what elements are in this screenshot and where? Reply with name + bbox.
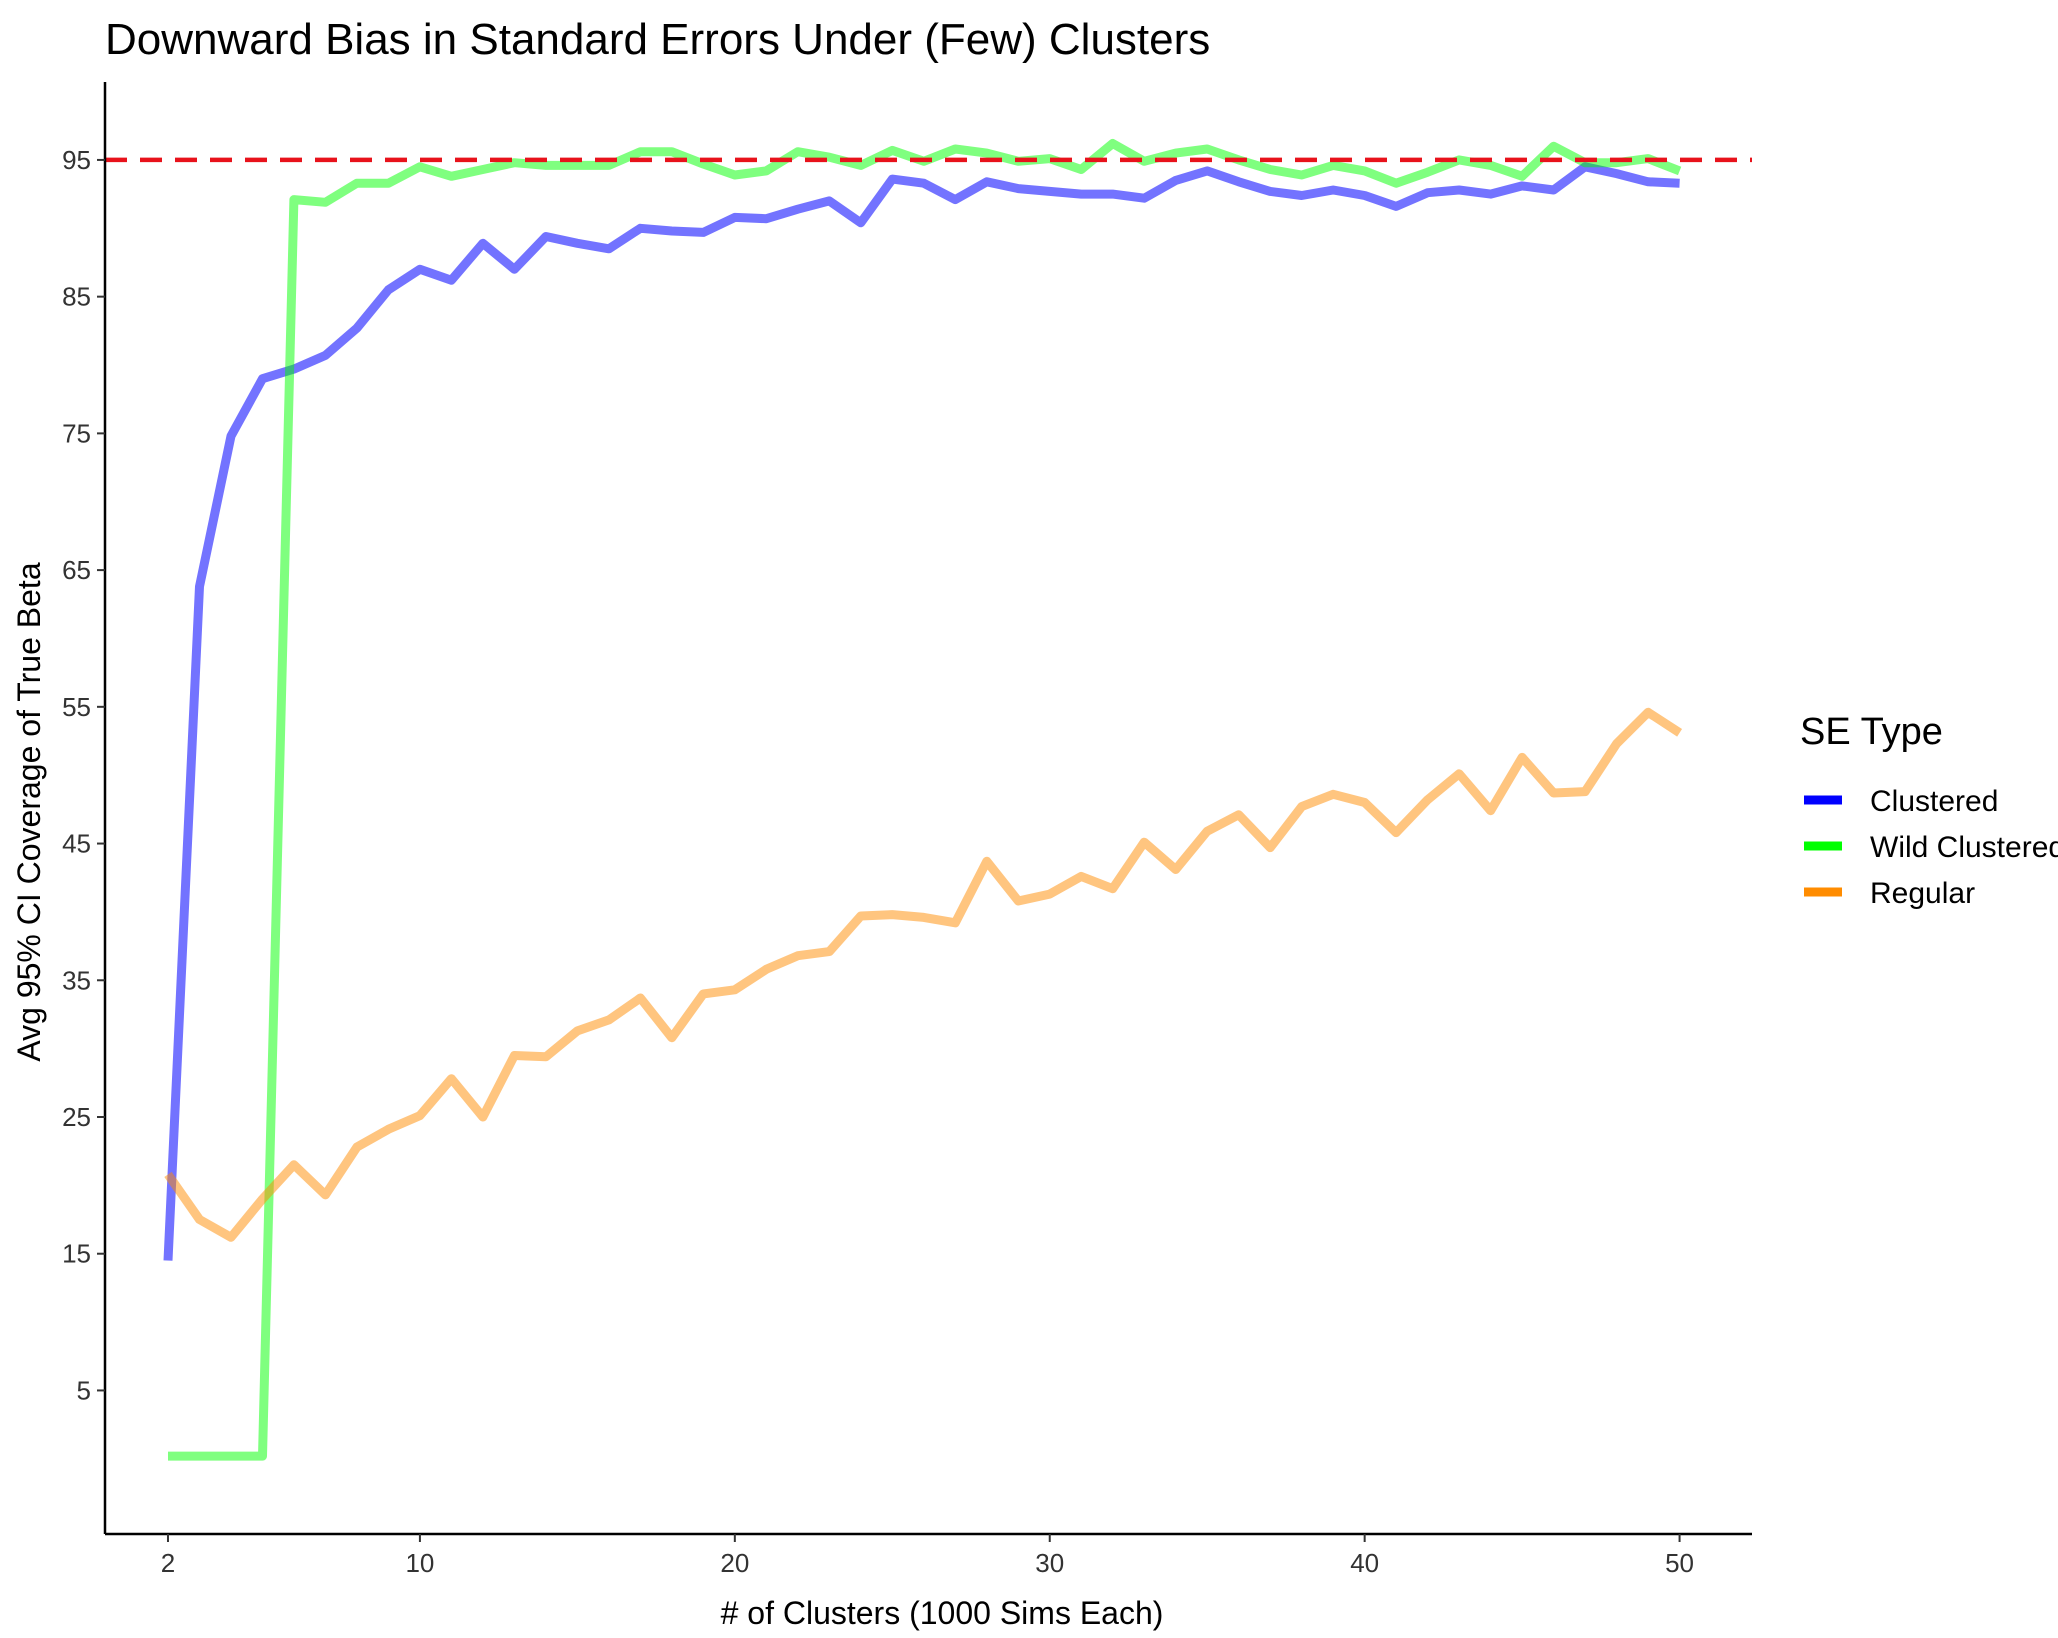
x-tick-label: 30 bbox=[1035, 1548, 1064, 1578]
y-axis-title: Avg 95% CI Coverage of True Beta bbox=[11, 562, 47, 1061]
y-tick-label: 65 bbox=[62, 555, 91, 585]
legend-label-wild-clustered: Wild Clustered bbox=[1870, 831, 2058, 864]
y-axis: 5 15 25 35 45 55 65 75 85 95 bbox=[62, 82, 107, 1534]
series-line-clustered bbox=[163, 162, 1680, 1261]
y-tick-label: 95 bbox=[62, 145, 91, 175]
y-tick-label: 85 bbox=[62, 282, 91, 312]
y-tick-label: 5 bbox=[77, 1375, 91, 1405]
legend-label-regular: Regular bbox=[1870, 877, 1975, 910]
x-axis-title: # of Clusters (1000 Sims Each) bbox=[721, 1595, 1164, 1631]
series-line-wild-clustered bbox=[168, 139, 1682, 1461]
y-tick-label: 25 bbox=[62, 1102, 91, 1132]
legend-title: SE Type bbox=[1800, 711, 1943, 753]
x-tick-label: 40 bbox=[1350, 1548, 1379, 1578]
y-tick-label: 45 bbox=[62, 829, 91, 859]
x-tick-label: 20 bbox=[720, 1548, 749, 1578]
x-tick-label: 10 bbox=[405, 1548, 434, 1578]
y-tick-label: 75 bbox=[62, 418, 91, 448]
y-tick-label: 15 bbox=[62, 1239, 91, 1269]
chart-title: Downward Bias in Standard Errors Under (… bbox=[105, 15, 1210, 64]
x-tick-label: 2 bbox=[161, 1548, 175, 1578]
y-tick-label: 35 bbox=[62, 965, 91, 995]
legend-label-clustered: Clustered bbox=[1870, 785, 1998, 818]
x-axis: 2 10 20 30 40 50 bbox=[105, 1532, 1752, 1578]
x-tick-label: 50 bbox=[1665, 1548, 1694, 1578]
plot-area bbox=[105, 139, 1752, 1461]
series-line-regular bbox=[164, 707, 1683, 1242]
y-tick-label: 55 bbox=[62, 692, 91, 722]
legend: SE Type Clustered Wild Clustered Regular bbox=[1800, 711, 2058, 910]
